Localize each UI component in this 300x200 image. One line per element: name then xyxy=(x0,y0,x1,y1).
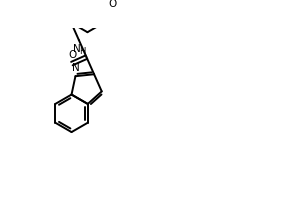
Text: N: N xyxy=(73,44,81,54)
Text: N: N xyxy=(72,63,79,73)
Text: O: O xyxy=(69,50,77,60)
Text: O: O xyxy=(108,0,116,9)
Text: H: H xyxy=(79,47,85,56)
